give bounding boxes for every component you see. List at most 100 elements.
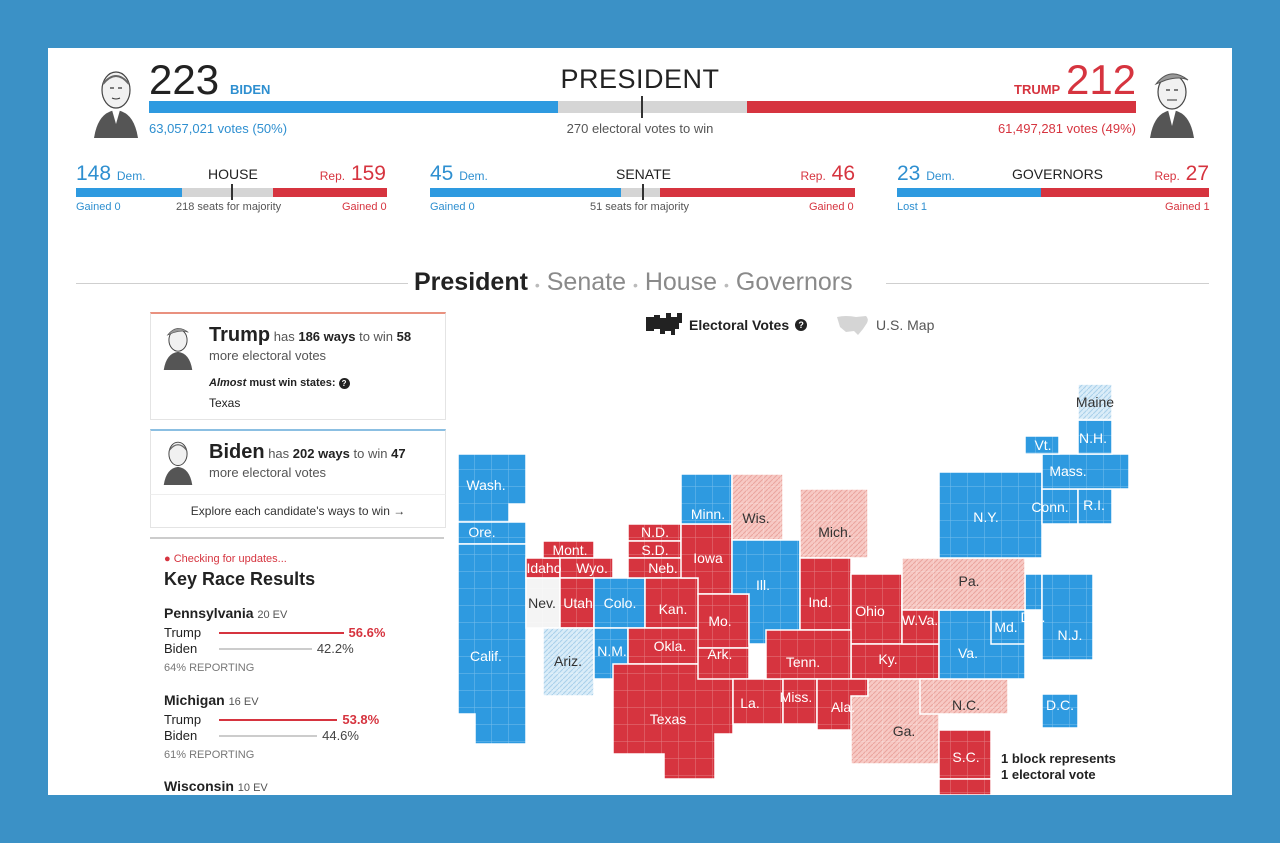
house-title: HOUSE — [208, 166, 258, 182]
president-title: PRESIDENT — [560, 64, 720, 94]
biden-result-row: Biden 44.6% — [164, 728, 434, 743]
key-race-results: ● Checking for updates... Key Race Resul… — [150, 537, 444, 795]
state-label: Conn. — [1031, 499, 1068, 515]
state-label: Neb. — [648, 560, 678, 576]
electoral-votes-toggle[interactable]: Electoral Votes ? — [645, 311, 808, 339]
must-win-states: Texas — [209, 396, 241, 410]
state-wis[interactable] — [731, 473, 784, 541]
race-state-name: Pennsylvania — [164, 605, 254, 621]
trump-result-bar — [219, 718, 338, 721]
state-label: W.Va. — [902, 612, 938, 628]
tab-president[interactable]: President — [414, 268, 528, 296]
senate-majority-marker — [642, 184, 644, 200]
tab-senate[interactable]: Senate — [546, 268, 626, 296]
biden-result-bar — [219, 734, 318, 737]
president-rep-fill — [747, 101, 1136, 113]
governors-dem-label: Dem. — [926, 169, 955, 183]
house-rep-label: Rep. — [319, 169, 346, 183]
state-label: N.Y. — [973, 509, 998, 525]
key-results-title: Key Race Results — [164, 569, 316, 589]
candidate-label: Biden — [164, 641, 198, 656]
us-map-toggle[interactable]: U.S. Map — [836, 313, 934, 337]
state-label: Maine — [1076, 394, 1114, 410]
almost-text: Almost — [209, 377, 247, 389]
governors-rep-fill — [1040, 188, 1209, 197]
trump-ev-count: 212 — [1066, 56, 1137, 103]
electoral-cartogram: Wash. Ore. Calif. Idaho Mont. Wyo. Nev. Utah Ari… — [458, 334, 1138, 795]
to-win-text: to win — [359, 329, 394, 344]
governors-dem-number: 23 — [897, 162, 921, 185]
race-state: Pennsylvania 20 EV — [164, 605, 434, 621]
state-label: N.H. — [1079, 430, 1107, 446]
state-label: Ala. — [831, 699, 855, 715]
governors-rep-change: Gained 1 — [1165, 201, 1210, 213]
biden-avatar-icon — [163, 441, 193, 485]
has-text: has — [268, 446, 290, 461]
state-label: Ore. — [468, 524, 495, 540]
candidate-label: Trump — [164, 625, 202, 640]
state-label: N.C. — [952, 697, 980, 713]
governors-dem-count: 23 Dem. — [897, 162, 955, 186]
house-rep-number: 159 — [350, 162, 386, 185]
house-dem-fill — [76, 188, 182, 197]
state-label: Vt. — [1034, 437, 1051, 453]
biden-portrait-icon — [94, 71, 138, 138]
more-ev-text: more electoral votes — [209, 465, 327, 480]
state-label: N.J. — [1058, 627, 1083, 643]
house-undecided-fill — [181, 188, 274, 197]
race-wisconsin[interactable]: Wisconsin 10 EV — [164, 778, 268, 794]
tab-governors[interactable]: Governors — [735, 268, 853, 296]
more-ev-text: more electoral votes — [209, 348, 327, 363]
help-icon[interactable]: ? — [795, 319, 808, 331]
state-label: Pa. — [958, 573, 979, 589]
house-majority-note: 218 seats for majority — [176, 201, 282, 213]
house-bar — [76, 188, 387, 197]
biden-name: BIDEN — [230, 82, 271, 97]
house-dem-gain: Gained 0 — [76, 201, 121, 213]
state-fla[interactable] — [938, 778, 992, 795]
state-label: La. — [740, 695, 759, 711]
race-state-name: Wisconsin — [164, 778, 234, 794]
state-n-j[interactable] — [1041, 573, 1094, 661]
senate-majority-note: 51 seats for majority — [590, 201, 690, 213]
tabs-rule-left — [76, 283, 408, 284]
governors-dem-fill — [897, 188, 1041, 197]
trump-ev-needed: 58 — [396, 329, 412, 344]
state-label: Wyo. — [576, 560, 608, 576]
biden-ways-text: Biden has 202 ways to win 47 more electo… — [209, 442, 439, 482]
trump-result-row: Trump 56.6% — [164, 625, 434, 640]
us-map-label: U.S. Map — [876, 317, 935, 333]
state-label: Idaho — [526, 560, 561, 576]
reporting-status: 61% REPORTING — [164, 749, 255, 761]
biden-ways-count: 202 ways — [292, 446, 350, 461]
state-label: Miss. — [780, 689, 813, 705]
explore-ways-link[interactable]: Explore each candidate's ways to win → — [150, 494, 446, 528]
trump-result-bar — [219, 631, 344, 634]
president-dem-fill — [149, 101, 559, 113]
race-state-name: Michigan — [164, 692, 225, 708]
state-label: Texas — [650, 711, 687, 727]
house-rep-fill — [273, 188, 387, 197]
house-rep-gain: Gained 0 — [342, 201, 387, 213]
state-label: Utah — [563, 595, 593, 611]
tab-house[interactable]: House — [644, 268, 718, 296]
trump-portrait-icon — [1150, 73, 1194, 138]
state-del[interactable] — [1024, 573, 1043, 611]
must-win-help-icon[interactable]: ? — [338, 378, 350, 389]
trump-avatar-icon — [163, 328, 193, 370]
race-michigan[interactable]: Michigan 16 EV Trump 53.8% Biden 44.6% 6… — [164, 692, 434, 761]
state-calif[interactable] — [458, 543, 527, 745]
majority-marker — [641, 96, 643, 118]
senate-bar — [430, 188, 855, 197]
biden-ways-card: Biden has 202 ways to win 47 more electo… — [150, 429, 446, 495]
state-label: Ind. — [808, 594, 831, 610]
senate-rep-number: 46 — [831, 162, 855, 185]
biden-pct: 44.6% — [322, 728, 359, 743]
senate-undecided-fill — [621, 188, 660, 197]
reporting-status: 64% REPORTING — [164, 662, 255, 674]
trump-name: TRUMP — [1014, 82, 1061, 97]
state-label: Kan. — [659, 601, 688, 617]
state-label: R.I. — [1083, 497, 1105, 513]
race-pennsylvania[interactable]: Pennsylvania 20 EV Trump 56.6% Biden 42.… — [164, 605, 434, 674]
race-ev: 10 EV — [237, 782, 268, 794]
